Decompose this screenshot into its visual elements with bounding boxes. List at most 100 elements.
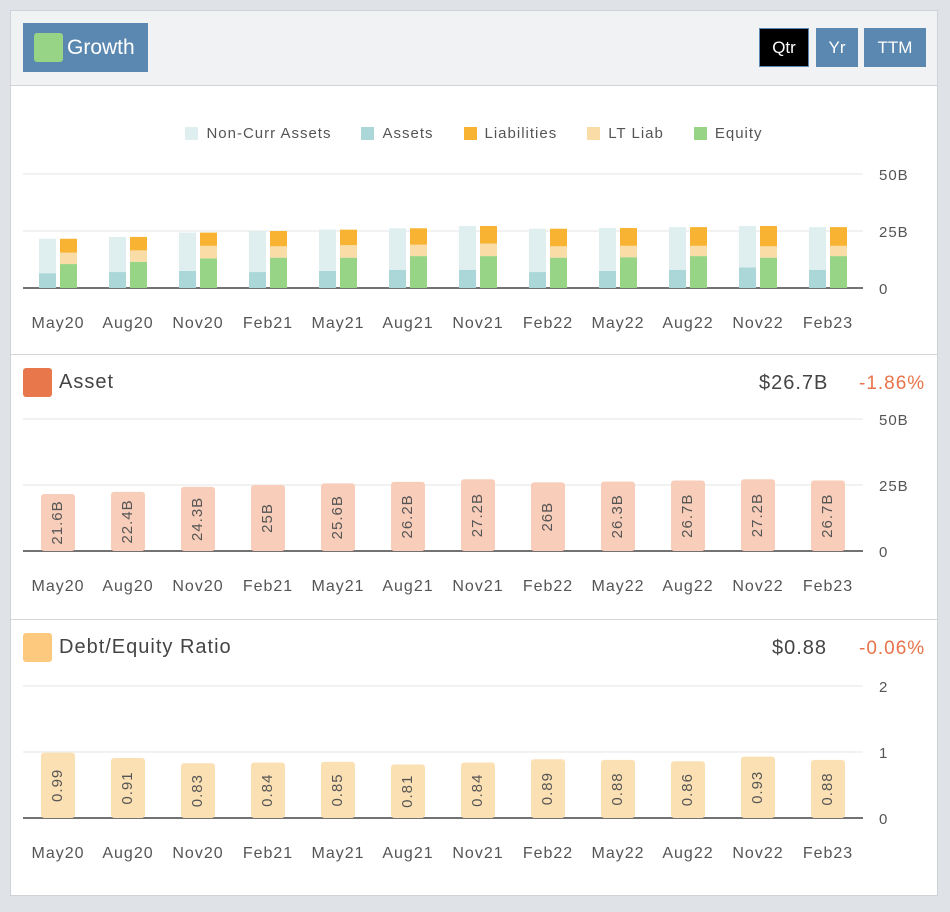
bar-data-label: 26.2B <box>399 494 416 538</box>
y-tick-label: 1 <box>879 745 888 762</box>
bar-non-curr-assets <box>389 228 406 270</box>
bar-equity <box>550 257 567 288</box>
bar-data-label: 0.86 <box>679 773 696 806</box>
bar <box>251 762 285 818</box>
bar <box>741 479 775 551</box>
bar <box>41 493 75 551</box>
bar <box>671 761 705 818</box>
x-tick-label: May20 <box>31 578 84 595</box>
bar-lt-liab <box>620 245 637 258</box>
bar-lt-liab <box>270 246 287 258</box>
bar <box>601 481 635 551</box>
bar <box>811 759 845 818</box>
panel-header: Growth Qtr Yr TTM <box>11 11 937 86</box>
bar-data-label: 25.6B <box>329 495 346 539</box>
asset-swatch <box>23 368 52 397</box>
legend-assets[interactable]: Assets <box>361 125 433 142</box>
charts-svg: 50B 25B 0 May20 Aug20 Nov20 Feb21 May21 Aug21 Nov… <box>23 167 909 862</box>
bar-data-label: 24.3B <box>189 497 206 541</box>
bar <box>181 763 215 818</box>
bar-equity <box>130 261 147 288</box>
legend-non-curr-assets[interactable]: Non-Curr Assets <box>185 125 331 142</box>
x-tick-label: Nov20 <box>172 845 223 862</box>
x-tick-label: Aug20 <box>102 578 153 595</box>
bar <box>461 762 495 818</box>
bar <box>181 486 215 551</box>
bar-assets <box>809 269 826 288</box>
bar-lt-liab <box>550 246 567 258</box>
bar-equity <box>480 256 497 288</box>
y-tick-label: 2 <box>879 679 888 696</box>
yr-button[interactable]: Yr <box>816 28 858 67</box>
x-tick-label: Feb23 <box>803 578 853 595</box>
bar-lt-liab <box>60 252 77 265</box>
divider <box>11 619 937 620</box>
x-tick-label: Nov21 <box>452 578 503 595</box>
x-tick-label: May20 <box>31 845 84 862</box>
x-tick-label: Aug21 <box>382 845 433 862</box>
y-tick-label: 25B <box>879 224 909 241</box>
bar-non-curr-assets <box>669 227 686 270</box>
bar-equity <box>340 257 357 288</box>
y-tick-label: 0 <box>879 811 888 828</box>
bar-lt-liab <box>200 245 217 259</box>
legend-lt-liab[interactable]: LT Liab <box>587 125 664 142</box>
bar-non-curr-assets <box>109 236 126 273</box>
x-tick-label: May22 <box>591 315 644 332</box>
bar-non-curr-assets <box>179 232 196 271</box>
qtr-button[interactable]: Qtr <box>759 28 809 67</box>
bar <box>531 759 565 818</box>
bar-assets <box>179 270 196 288</box>
bar-data-label: 26.3B <box>609 494 626 538</box>
x-tick-label: May21 <box>311 845 364 862</box>
bar <box>811 480 845 551</box>
x-tick-label: Nov22 <box>732 578 783 595</box>
x-tick-label: Nov22 <box>732 315 783 332</box>
bar-non-curr-assets <box>319 229 336 271</box>
bar-lt-liab <box>760 246 777 258</box>
x-tick-label: Feb23 <box>803 845 853 862</box>
bar-data-label: 0.84 <box>469 774 486 807</box>
bar-lt-liab <box>830 245 847 257</box>
bar-data-label: 0.81 <box>399 775 416 808</box>
bar-data-label: 0.85 <box>329 773 346 806</box>
asset-change: -1.86% <box>859 373 926 394</box>
legend-liabilities[interactable]: Liabilities <box>463 125 558 142</box>
bar-liabilities <box>410 228 427 245</box>
bar-data-label: 0.83 <box>189 774 206 807</box>
bar-liabilities <box>830 227 847 246</box>
x-tick-label: Nov20 <box>172 315 223 332</box>
y-tick-label: 50B <box>879 167 909 184</box>
bar-non-curr-assets <box>809 227 826 270</box>
bar-lt-liab <box>130 250 147 262</box>
x-tick-label: Nov21 <box>452 845 503 862</box>
bar-data-label: 22.4B <box>119 499 136 543</box>
bar-assets <box>249 272 266 288</box>
bar-non-curr-assets <box>739 225 756 268</box>
ttm-button[interactable]: TTM <box>864 28 926 67</box>
x-tick-label: Feb22 <box>523 315 573 332</box>
legend-equity[interactable]: Equity <box>693 125 763 142</box>
bar-equity <box>620 257 637 288</box>
bar <box>391 764 425 818</box>
bar-liabilities <box>620 228 637 246</box>
bar-assets <box>39 273 56 288</box>
x-tick-label: Aug21 <box>382 578 433 595</box>
bar-assets <box>739 267 756 288</box>
y-tick-label: 0 <box>879 281 888 298</box>
bar-equity <box>270 257 287 288</box>
bar-assets <box>669 269 686 288</box>
bar <box>111 491 145 551</box>
bar-data-label: 26.7B <box>679 494 696 538</box>
bar <box>321 761 355 818</box>
bar-non-curr-assets <box>599 228 616 271</box>
bar-lt-liab <box>340 245 357 258</box>
bar <box>321 483 355 551</box>
bar-data-label: 21.6B <box>49 500 66 544</box>
bar-assets <box>389 269 406 288</box>
x-tick-label: May20 <box>31 315 84 332</box>
asset-value: $26.7B <box>759 372 829 394</box>
bar-liabilities <box>340 229 357 246</box>
x-tick-label: Feb22 <box>523 845 573 862</box>
bar-assets <box>109 272 126 288</box>
